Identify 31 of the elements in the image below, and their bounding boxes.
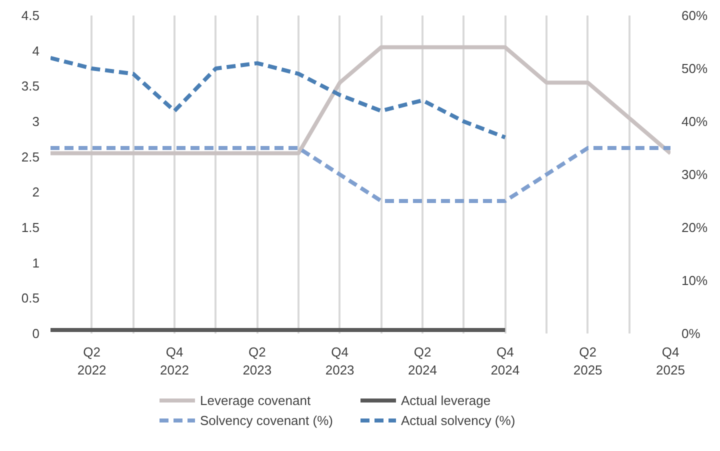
y-tick-label: 2.5: [21, 149, 40, 164]
y2-tick-label: 40%: [682, 114, 708, 129]
y-tick-label: 0.5: [21, 290, 40, 306]
y2-tick-label: 50%: [682, 61, 708, 76]
legend-label: Actual solvency (%): [401, 412, 516, 428]
legend-label: Solvency covenant (%): [200, 412, 334, 428]
y2-tick-label: 10%: [682, 273, 708, 288]
line-series: [50, 56, 508, 140]
y2-tick-label: 20%: [682, 220, 708, 235]
y-tick-label: 1.5: [21, 220, 40, 235]
x-tick-label: Q2 2023: [242, 344, 272, 378]
y2-tick-label: 30%: [682, 167, 708, 182]
y-tick-label: 3: [32, 114, 40, 129]
x-tick-label: Q4 2022: [160, 344, 189, 378]
x-tick-label: Q2 2025: [573, 344, 602, 378]
line-series: [50, 45, 670, 156]
y-tick-label: 2: [32, 184, 40, 200]
x-tick-label: Q4 2024: [490, 344, 520, 378]
x-tick-label: Q4 2023: [325, 344, 354, 378]
x-tick-label: Q2 2022: [77, 344, 106, 378]
y-tick-label: 0: [32, 326, 40, 341]
x-tick-label: Q2 2024: [408, 344, 437, 378]
y2-tick-label: 60%: [682, 8, 708, 23]
legend-label: Actual leverage: [401, 392, 492, 408]
y2-tick-label: 0%: [682, 326, 701, 341]
legend-label: Leverage covenant: [200, 392, 312, 408]
y-tick-label: 4.5: [21, 8, 40, 23]
y-tick-label: 4: [32, 43, 40, 58]
y-tick-label: 3.5: [21, 78, 40, 94]
x-tick-label: Q4 2025: [656, 344, 685, 378]
y-tick-label: 1: [32, 255, 40, 270]
